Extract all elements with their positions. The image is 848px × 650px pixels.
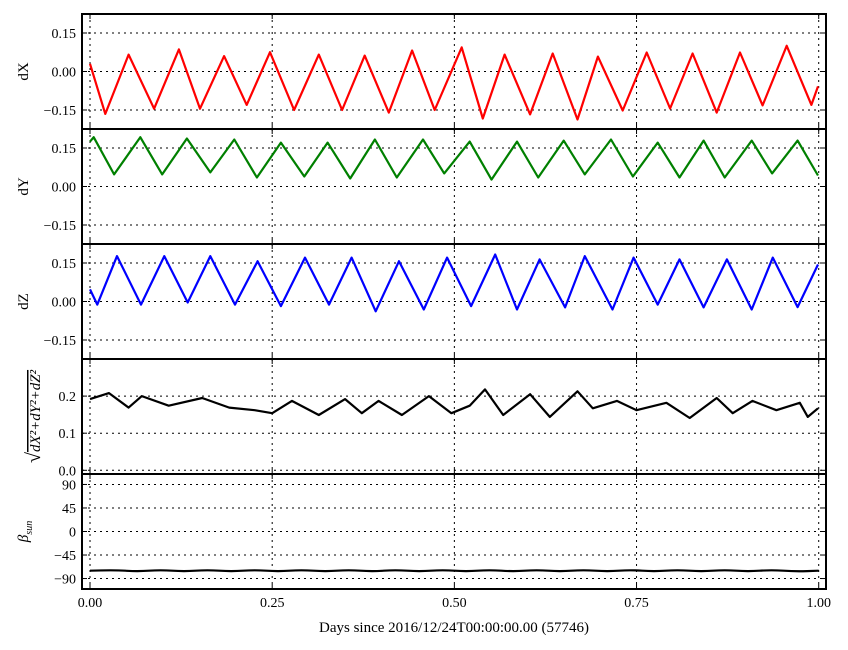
y-tick-label: 0.2 (59, 390, 77, 405)
y-tick-label: 0.00 (52, 66, 77, 81)
series-line-5 (89, 569, 819, 573)
y-tick-label: 0.15 (52, 142, 77, 157)
y-tick-label: 0.00 (52, 296, 77, 311)
y-tick-label: 45 (62, 502, 76, 517)
y-tick-label: −0.15 (44, 104, 76, 119)
x-axis-label: Days since 2016/12/24T00:00:00.00 (57746… (319, 620, 589, 636)
panel-4: 0.0 0.1 0.2 √dX²+dY²+dZ² (23, 358, 827, 479)
y-tick-label: −0.15 (44, 219, 76, 234)
y-tick-label: −0.15 (44, 334, 76, 349)
y-axis-label: βsun (16, 521, 35, 543)
y-axis-label-text: dX²+dY²+dZ² (28, 369, 44, 452)
panel-5: −90 −45 0 45 90 βsun (16, 473, 827, 590)
y-axis-label: √dX²+dY²+dZ² (23, 369, 45, 463)
series-line-2 (89, 136, 819, 181)
y-axis-label: dY (16, 177, 32, 196)
x-tick-label: 0.75 (624, 596, 649, 611)
panel-frame (81, 473, 827, 590)
x-tick-label: 0.25 (260, 596, 285, 611)
y-axis-label: dZ (16, 293, 32, 310)
series-line-1 (88, 44, 820, 121)
y-tick-label: 0.1 (59, 427, 77, 442)
series-line-4 (89, 388, 819, 420)
y-axis-label-text: β (16, 534, 32, 543)
y-tick-label: 0 (69, 526, 76, 541)
panel-1: −0.15 0.00 0.15 dX (16, 13, 827, 130)
panel-2: −0.15 0.00 0.15 dY (16, 128, 827, 245)
y-axis-label-subscript: sun (24, 521, 35, 535)
series-line-3 (89, 253, 819, 313)
y-tick-label: 0.15 (52, 257, 77, 272)
y-axis-label: dX (16, 62, 32, 81)
y-tick-label: −90 (54, 573, 76, 588)
sqrt-symbol: √ (23, 452, 45, 463)
x-tick-label: 0.50 (442, 596, 467, 611)
y-tick-label: 0.00 (52, 181, 77, 196)
y-tick-label: 0.15 (52, 27, 77, 42)
y-tick-label: −45 (54, 549, 76, 564)
y-tick-label: 90 (62, 478, 76, 493)
y-tick-label: 0.0 (59, 464, 77, 479)
x-tick-label: 1.00 (806, 596, 831, 611)
panel-3: −0.15 0.00 0.15 dZ (16, 243, 827, 360)
x-tick-label: 0.00 (78, 596, 103, 611)
